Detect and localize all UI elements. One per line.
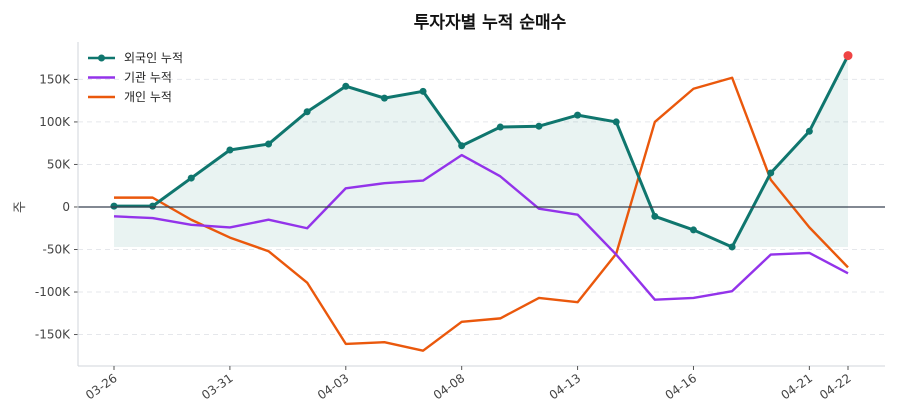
data-point: [265, 140, 273, 148]
x-tick-label: 04-22: [817, 371, 854, 402]
data-point: [342, 82, 350, 90]
series-line: [114, 76, 849, 352]
data-point: [612, 118, 620, 126]
y-tick-label: -50K: [43, 242, 72, 256]
legend-label: 기관 누적: [124, 71, 172, 85]
x-tick-label: 04-13: [547, 371, 584, 402]
y-tick-label: 0: [62, 200, 70, 214]
series-line: [113, 153, 849, 301]
data-point: [303, 108, 311, 116]
chart-title: 투자자별 누적 순매수: [414, 13, 567, 33]
x-tick-label: 03-26: [83, 371, 120, 402]
data-point: [805, 127, 813, 135]
x-tick-label: 04-16: [663, 371, 700, 402]
legend-marker: [98, 54, 105, 62]
y-tick-label: -150K: [35, 328, 71, 342]
data-point: [458, 142, 466, 150]
y-tick-label: 100K: [39, 115, 71, 129]
legend-label: 개인 누적: [124, 90, 172, 104]
latest-point-marker: [843, 51, 853, 61]
series-line: [114, 54, 850, 249]
data-point: [767, 169, 775, 177]
data-point: [689, 226, 697, 234]
x-tick-label: 04-21: [778, 371, 815, 402]
x-tick-label: 03-31: [199, 371, 236, 402]
data-point: [651, 212, 659, 220]
data-point: [419, 87, 427, 95]
x-tick-label: 04-03: [315, 371, 352, 402]
data-point: [226, 146, 234, 154]
y-tick-label: 50K: [47, 157, 71, 171]
y-tick-label: -100K: [35, 285, 71, 299]
data-point: [187, 174, 195, 182]
data-point: [380, 94, 388, 102]
foreign-area-fill: [114, 55, 848, 247]
x-tick-label: 04-08: [431, 371, 468, 402]
data-point: [110, 202, 118, 210]
data-point: [149, 202, 157, 210]
data-point: [496, 123, 504, 131]
data-point: [728, 243, 736, 251]
legend-label: 외국인 누적: [124, 51, 183, 65]
data-point: [535, 122, 543, 130]
data-point: [574, 111, 582, 119]
y-tick-label: 150K: [39, 72, 71, 86]
y-axis-label: 주: [13, 201, 28, 213]
